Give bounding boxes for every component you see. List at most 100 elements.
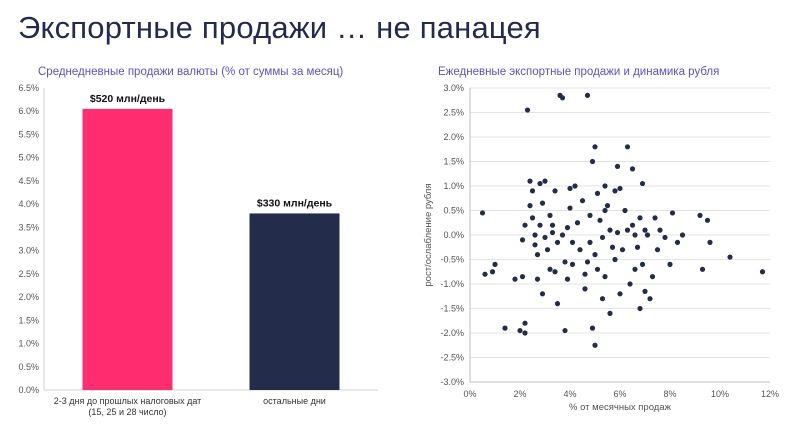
- scatter-point: [547, 266, 553, 272]
- scatter-point: [639, 180, 646, 187]
- scatter-point: [522, 320, 528, 326]
- scatter-point: [644, 232, 651, 238]
- scatter-point: [632, 232, 638, 238]
- scatter-point: [559, 95, 566, 101]
- scatter-point: [602, 274, 608, 280]
- scatter-point: [572, 183, 578, 189]
- scatter-point: [627, 281, 633, 287]
- scatter-point: [704, 217, 711, 223]
- bar-y-tick-label: 1.5%: [18, 315, 39, 325]
- scatter-point: [669, 210, 676, 216]
- scatter-point: [624, 227, 631, 233]
- scatter-point: [587, 212, 593, 218]
- scatter-point: [527, 178, 533, 184]
- scatter-y-axis-label: рост/ослабление рубля: [423, 183, 434, 286]
- scatter-y-tick-label: -2.5%: [440, 353, 464, 363]
- scatter-y-tick-label: 2.0%: [443, 132, 464, 142]
- scatter-point: [637, 305, 643, 312]
- bar: [249, 213, 340, 390]
- scatter-point: [614, 229, 621, 236]
- scatter-point: [539, 200, 546, 206]
- scatter-point: [674, 239, 681, 245]
- scatter-point: [524, 107, 531, 113]
- bar-y-tick-label: 5.0%: [18, 153, 39, 163]
- scatter-point: [534, 252, 541, 258]
- bar-y-tick-label: 1.0%: [18, 339, 39, 349]
- bar-category-sublabel: (15, 25 и 28 число): [88, 407, 166, 417]
- scatter-point: [624, 144, 631, 150]
- scatter-point: [679, 232, 686, 238]
- scatter-point: [492, 261, 498, 267]
- scatter-point: [589, 325, 596, 331]
- scatter-point: [559, 232, 566, 238]
- scatter-point: [607, 227, 613, 233]
- scatter-point: [482, 271, 488, 277]
- bar-y-tick-label: 6.5%: [18, 83, 39, 93]
- scatter-point: [642, 288, 648, 294]
- scatter-point: [519, 237, 526, 243]
- scatter-point: [489, 269, 496, 275]
- scatter-point: [554, 301, 561, 307]
- page-title: Экспортные продажи … не панацея: [18, 10, 541, 45]
- scatter-point: [534, 276, 541, 282]
- scatter-point: [512, 276, 518, 282]
- scatter-x-tick-label: 2%: [513, 389, 526, 399]
- scatter-point: [517, 327, 523, 334]
- scatter-point: [502, 325, 508, 331]
- scatter-point: [527, 203, 533, 209]
- scatter-point: [562, 259, 568, 265]
- scatter-point: [552, 269, 558, 275]
- scatter-point: [609, 244, 616, 250]
- scatter-point: [592, 144, 598, 150]
- scatter-point: [617, 291, 623, 297]
- scatter-point: [544, 247, 551, 253]
- scatter-point: [552, 188, 558, 194]
- scatter-point: [592, 342, 598, 348]
- scatter-x-tick-label: 8%: [663, 389, 676, 399]
- scatter-point: [629, 166, 636, 172]
- scatter-point: [649, 274, 656, 280]
- scatter-point: [564, 276, 571, 282]
- scatter-point: [549, 222, 556, 228]
- scatter-point: [602, 183, 608, 189]
- scatter-point: [564, 225, 571, 231]
- scatter-point: [584, 259, 591, 265]
- scatter-point: [519, 274, 526, 280]
- scatter-point: [662, 234, 668, 241]
- bar-y-tick-label: 2.5%: [18, 269, 39, 279]
- bar: [82, 108, 173, 391]
- scatter-y-tick-label: -3.0%: [440, 377, 464, 387]
- scatter-chart-title: Ежедневные экспортные продажи и динамика…: [438, 66, 720, 78]
- scatter-point: [759, 269, 766, 275]
- scatter-point: [652, 215, 658, 221]
- scatter-x-tick-label: 4%: [563, 389, 576, 399]
- scatter-point: [629, 222, 636, 228]
- scatter-point: [632, 266, 638, 272]
- bar-chart-title: Среднедневные продажи валюты (% от суммы…: [38, 66, 344, 78]
- scatter-point: [574, 220, 581, 226]
- scatter-point: [532, 242, 538, 248]
- bar-data-label: $520 млн/день: [90, 93, 166, 105]
- scatter-x-tick-label: 0%: [463, 389, 476, 399]
- scatter-point: [582, 271, 588, 277]
- scatter-point: [522, 222, 528, 228]
- scatter-x-tick-label: 12%: [761, 389, 779, 399]
- scatter-point: [637, 215, 643, 221]
- bar-y-tick-label: 0.5%: [18, 362, 39, 372]
- bar-y-tick-label: 3.5%: [18, 222, 39, 232]
- scatter-point: [602, 207, 608, 214]
- scatter-point: [594, 266, 601, 272]
- scatter-point: [607, 310, 613, 316]
- scatter-point: [727, 254, 733, 260]
- scatter-point: [547, 212, 553, 218]
- scatter-point: [599, 234, 606, 241]
- scatter-point: [617, 185, 623, 192]
- scatter-point: [532, 232, 538, 238]
- bar-data-label: $330 млн/день: [257, 197, 333, 209]
- scatter-point: [529, 215, 536, 221]
- scatter-point: [622, 207, 628, 214]
- scatter-point: [619, 247, 626, 253]
- bar-category-label: остальные дни: [263, 396, 326, 406]
- bar-category-label: 2-3 дня до прошлых налоговых дат: [54, 396, 202, 406]
